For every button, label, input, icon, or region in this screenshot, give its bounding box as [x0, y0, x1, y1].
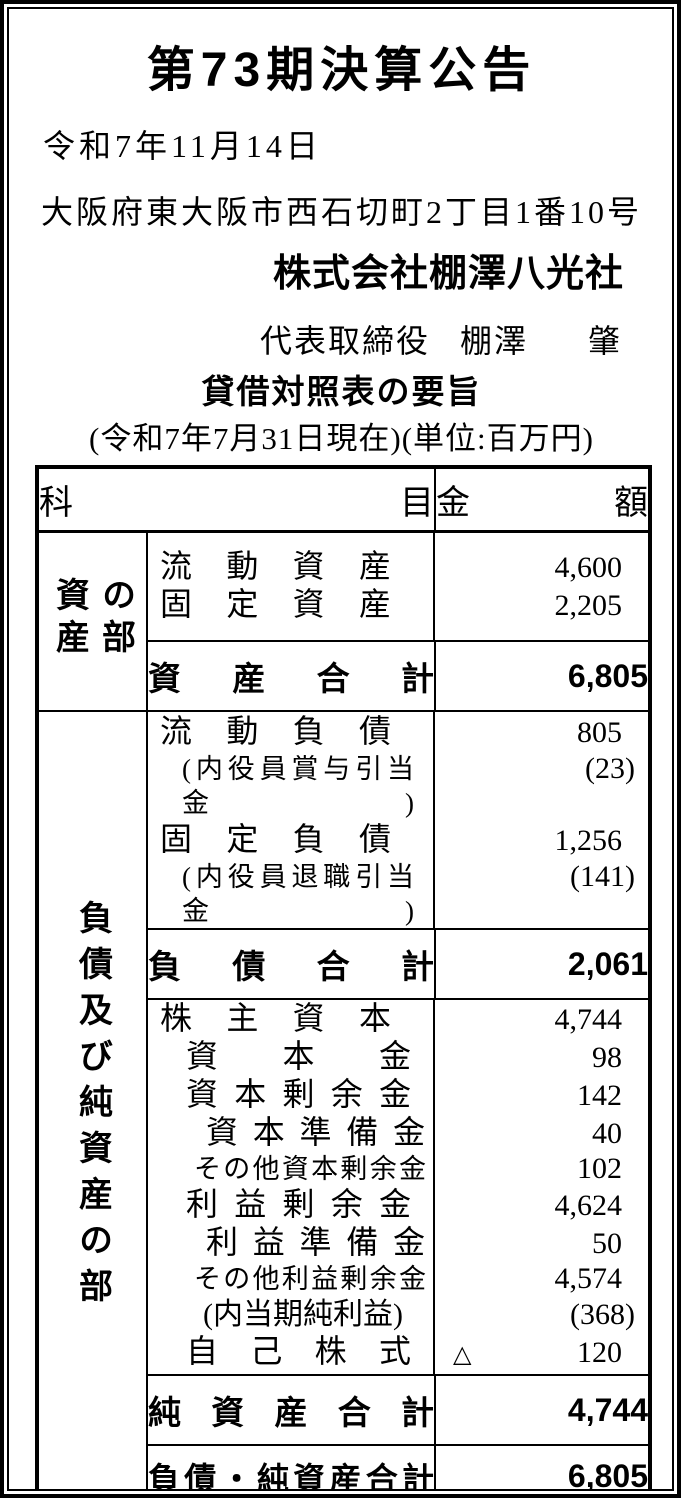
net-assets-total-amount: 4,744 [434, 1374, 651, 1446]
column-divider [433, 712, 435, 928]
item-row: 利益準備金 50 [148, 1224, 648, 1262]
representative-title: 代表取締役 [259, 323, 430, 359]
item-row: (内役員退職引当金) (141) [148, 860, 648, 928]
item-row: 資本金 98 [148, 1038, 648, 1076]
item-row: 資本剰余金 142 [148, 1076, 648, 1114]
table-header-row: 科目 金額 [36, 466, 651, 533]
representative-surname: 棚澤 [459, 323, 528, 359]
assets-total-row: 資産合計 6,805 [37, 640, 651, 712]
net-asset-items-row: 株主資本 4,744 資本金 98 資本剰余金 142 資本準備金 40 その他… [37, 998, 651, 1376]
item-amount: 102 [577, 1152, 622, 1185]
item-amount: (23) [585, 752, 635, 785]
item-amount: 40 [592, 1117, 622, 1150]
liabilities-total-amount: 2,061 [434, 928, 651, 1000]
triangle-minus-mark: △ [453, 1342, 472, 1368]
item-name: 資本準備金 [206, 1114, 425, 1150]
company-name: 株式会社棚澤八光社 [272, 253, 624, 295]
item-amount: 4,744 [554, 1003, 623, 1036]
grand-total-label: 負債・純資産合計 [146, 1444, 436, 1489]
item-amount: 4,574 [554, 1262, 623, 1295]
item-name: その他利益剰余金 [194, 1264, 426, 1294]
liabilities-total-label: 負債合計 [146, 928, 436, 1000]
table-header-amount: 金額 [434, 466, 651, 533]
item-name: 利益準備金 [206, 1224, 425, 1260]
item-name: 固定負債 [160, 821, 391, 857]
item-name: 流動負債 [160, 713, 391, 749]
item-amount-value: 120 [577, 1336, 622, 1369]
item-name: その他資本剰余金 [194, 1154, 426, 1184]
announcement-date: 令和7年11月14日 [43, 128, 322, 164]
net-asset-items-block: 株主資本 4,744 資本金 98 資本剰余金 142 資本準備金 40 その他… [146, 998, 651, 1376]
item-amount: 142 [577, 1079, 622, 1112]
item-name: (内当期純利益) [203, 1298, 403, 1331]
liabilities-total-row: 負債合計 2,061 [37, 928, 651, 1000]
item-row: 固定負債 1,256 [148, 820, 648, 860]
item-row: (内役員賞与引当金) (23) [148, 752, 648, 820]
item-row: (内当期純利益) (368) [148, 1296, 648, 1333]
item-name: (内役員賞与引当金) [182, 754, 414, 818]
item-amount: 50 [592, 1227, 622, 1260]
column-divider [433, 1000, 435, 1374]
announcement-title: 第73期決算公告 [146, 44, 537, 97]
item-name: 利益剰余金 [186, 1186, 411, 1222]
item-name: 固定資産 [160, 586, 391, 623]
item-name: 流動資産 [160, 548, 391, 585]
item-amount: 2,205 [554, 589, 623, 623]
item-amount: (368) [570, 1298, 635, 1331]
balance-sheet-table: 科目 金額 資産の部 流動資産 4,600 固定資産 2,205 資産合計 [35, 465, 652, 1489]
item-amount: (141) [570, 860, 635, 893]
balance-sheet-note: (令和7年7月31日現在)(単位:百万円) [89, 421, 594, 456]
item-row: 流動負債 805 [148, 712, 648, 752]
assets-section-cell: 資産の部 [36, 530, 148, 712]
inner-frame: 第73期決算公告 令和7年11月14日 大阪府東大阪市西石切町2丁目1番10号 … [7, 7, 674, 1491]
item-row: 株主資本 4,744 [148, 1000, 648, 1038]
item-row: 利益剰余金 4,624 [148, 1186, 648, 1224]
net-assets-total-label: 純資産合計 [146, 1374, 436, 1446]
company-address: 大阪府東大阪市西石切町2丁目1番10号 [41, 194, 643, 230]
column-divider [433, 532, 435, 640]
assets-section-label: 資産の部 [50, 576, 135, 661]
table-header-item: 科目 [36, 466, 436, 533]
representative-given-name: 肇 [587, 323, 622, 359]
liabilities-section-cell: 負債及び純資産の部 [36, 710, 148, 1489]
item-name: 資本金 [186, 1038, 411, 1074]
assets-items-block: 流動資産 4,600 固定資産 2,205 [146, 530, 651, 642]
balance-sheet-title: 貸借対照表の要旨 [201, 373, 482, 410]
representative-line: 代表取締役 棚澤 肇 [35, 323, 648, 359]
item-row: 固定資産 2,205 [148, 586, 648, 624]
assets-total-label: 資産合計 [146, 640, 436, 712]
grand-total-amount: 6,805 [434, 1444, 651, 1489]
liabilities-section-label: 負債及び純資産の部 [73, 900, 112, 1314]
item-name: 資本剰余金 [186, 1076, 411, 1112]
net-assets-total-row: 純資産合計 4,744 [37, 1374, 651, 1446]
item-amount: 1,256 [554, 824, 623, 857]
item-amount: 98 [592, 1041, 622, 1074]
item-row: その他資本剰余金 102 [148, 1152, 648, 1186]
item-amount: △ 120 [435, 1334, 648, 1374]
liability-items-row: 負債及び純資産の部 流動負債 805 (内役員賞与引当金) (23) 固定負債 … [36, 710, 651, 1489]
item-name: 株主資本 [160, 1000, 391, 1036]
item-row: 資本準備金 40 [148, 1114, 648, 1152]
item-name: (内役員退職引当金) [182, 862, 414, 926]
item-row: 流動資産 4,600 [148, 548, 648, 586]
item-amount: 4,624 [554, 1189, 623, 1222]
assets-items-row: 資産の部 流動資産 4,600 固定資産 2,205 [36, 530, 651, 712]
liability-items-block: 流動負債 805 (内役員賞与引当金) (23) 固定負債 1,256 (内役員… [146, 710, 651, 930]
item-name: 自己株式 [186, 1333, 411, 1369]
grand-total-row: 負債・純資産合計 6,805 [37, 1444, 651, 1489]
item-row: 自己株式 △ 120 [148, 1333, 648, 1374]
item-amount: 805 [577, 716, 622, 749]
item-amount: 4,600 [554, 551, 623, 585]
assets-total-amount: 6,805 [434, 640, 651, 712]
item-row: その他利益剰余金 4,574 [148, 1262, 648, 1296]
